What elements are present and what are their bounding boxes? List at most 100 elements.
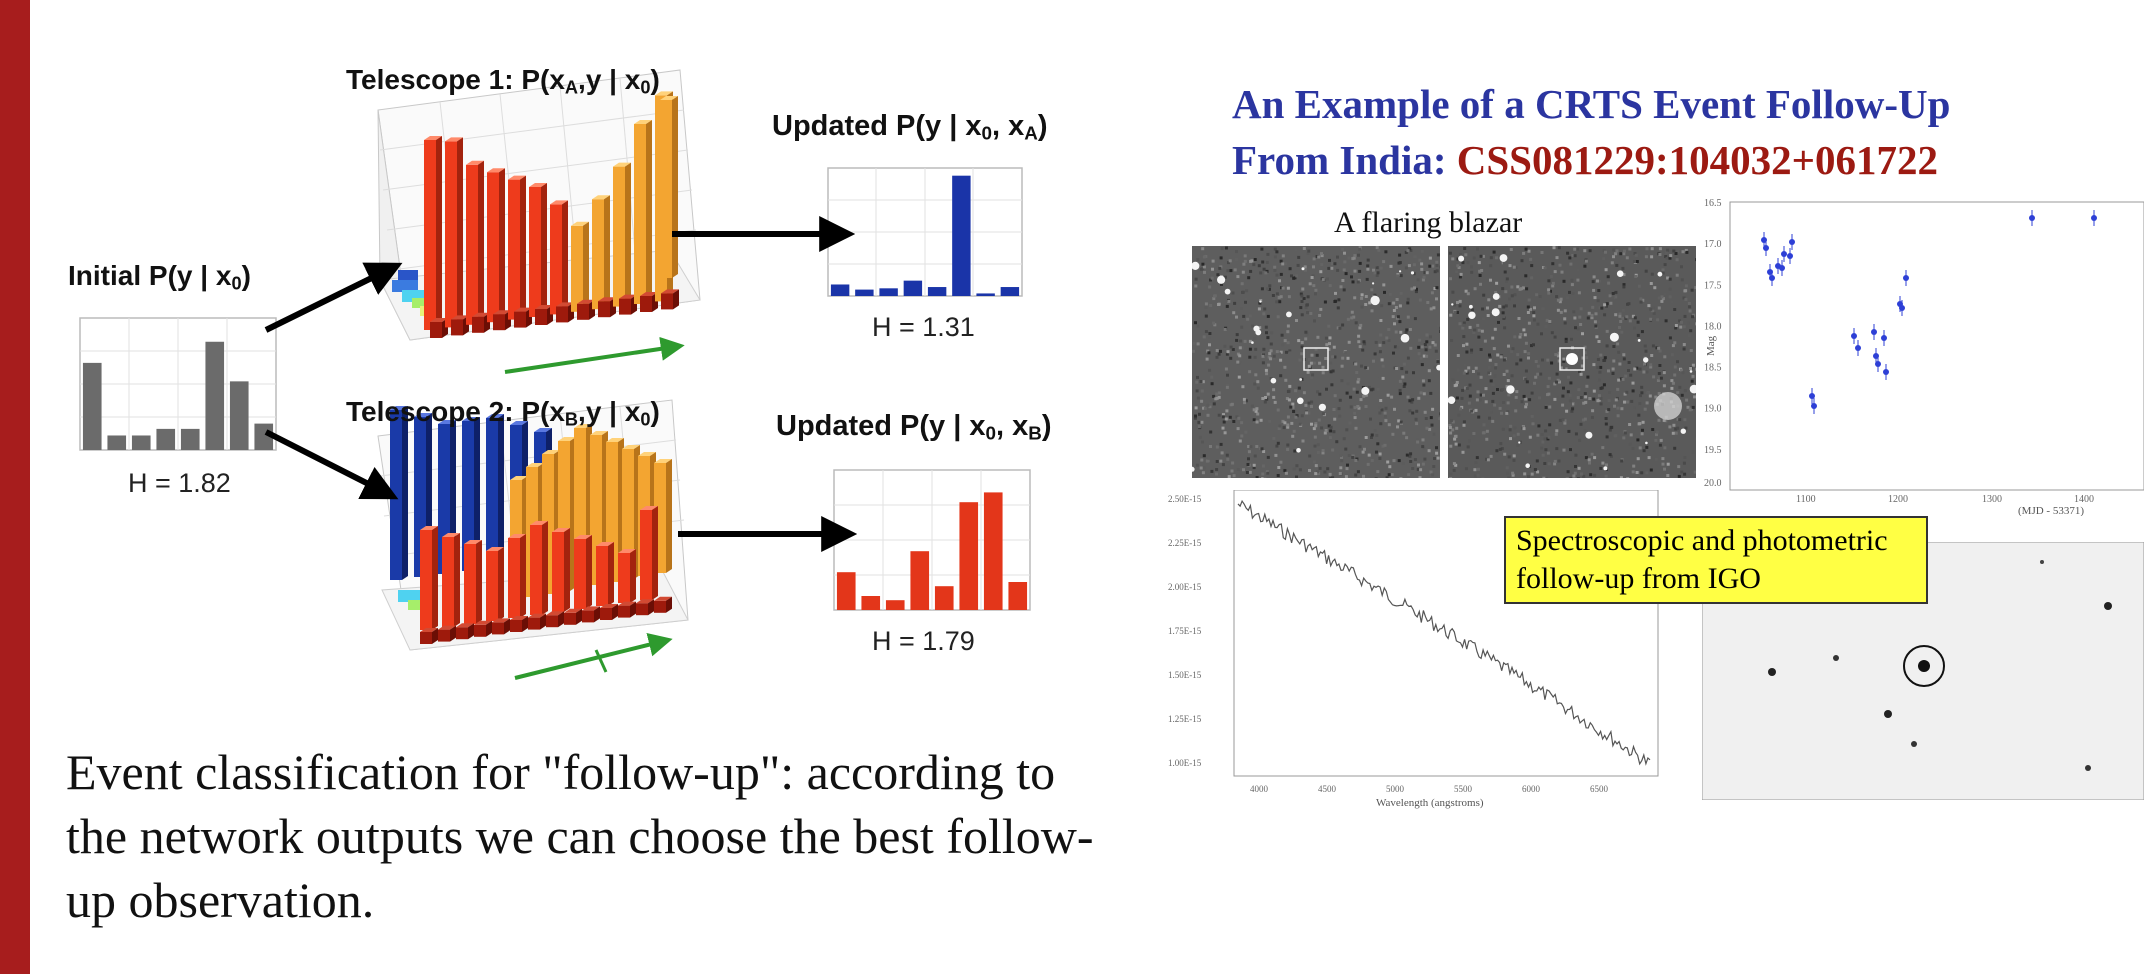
lightcurve-x-tick: 1400: [2074, 494, 2094, 505]
updated-a-bar: [879, 288, 898, 296]
spectrum-y-tick: 1.00E-15: [1168, 758, 1202, 768]
lightcurve-point: [1769, 275, 1775, 281]
lightcurve-point: [1763, 245, 1769, 251]
bar3d: [598, 301, 610, 318]
bar3d: [550, 204, 562, 315]
spectrum-y-tick: 2.00E-15: [1168, 582, 1202, 592]
bar3d: [634, 124, 646, 304]
image-caption: A flaring blazar: [1334, 206, 1523, 239]
bar3d: [530, 525, 542, 615]
bar3d: [577, 303, 589, 320]
igo-follow-up-note: Spectroscopic and photometric follow-up …: [1504, 516, 1928, 604]
lightcurve-point: [1881, 335, 1887, 341]
lightcurve-x-tick: 1100: [1796, 494, 1816, 505]
telescope2-3d-plot: [377, 399, 689, 651]
spectrum-y-tick: 2.50E-15: [1168, 494, 1202, 504]
telescope1-3d-plot: [377, 69, 701, 341]
updated-a-histogram-frame: [827, 167, 1023, 297]
sky-image-after: [1448, 246, 1696, 478]
bar3d: [420, 632, 432, 644]
lightcurve-point: [1789, 239, 1795, 245]
bar3d: [528, 617, 540, 630]
lightcurve-y-tick: 20.0: [1704, 478, 1722, 489]
lightcurve-point: [1871, 329, 1877, 335]
telescope1-axis-arrow: [504, 336, 685, 374]
bar3d: [619, 298, 631, 315]
initial-distribution-label: Initial P(y | x0): [68, 260, 251, 294]
bar3d: [613, 166, 625, 307]
initial-bar: [107, 435, 127, 450]
arrow-initial-to-telescope1: [264, 262, 403, 333]
spectrum-y-tick: 2.25E-15: [1168, 538, 1202, 548]
updated-b-bar: [910, 551, 930, 610]
lightcurve-point: [1809, 393, 1815, 399]
lightcurve-y-tick: 19.0: [1704, 404, 1722, 415]
initial-bar: [180, 428, 200, 450]
bar3d: [464, 544, 476, 624]
bar3d: [640, 510, 652, 600]
bar3d: [430, 322, 442, 338]
updated-a-label: Updated P(y | x0, xA): [772, 110, 1048, 144]
classification-diagram: [79, 69, 1031, 680]
initial-bar: [131, 435, 151, 450]
updated-a-bar: [1000, 287, 1020, 296]
spectrum-x-tick: 5500: [1454, 784, 1473, 794]
bar3d: [445, 141, 457, 328]
lightcurve-y-tick: 16.5: [1704, 198, 1722, 209]
updated-a-bar: [855, 289, 874, 296]
updated-b-bar: [861, 596, 881, 610]
lightcurve-point: [1903, 275, 1909, 281]
lightcurve-y-label: Mag: [1705, 335, 1717, 356]
updated-a-bar: [927, 287, 947, 296]
lightcurve-x-tick: 1200: [1888, 494, 1908, 505]
slide-accent-bar: [0, 0, 30, 974]
bar3d: [508, 538, 520, 618]
bar3d: [582, 610, 594, 623]
updated-a-bar: [976, 293, 995, 296]
initial-bar: [156, 428, 176, 450]
spectrum-x-tick: 4500: [1318, 784, 1337, 794]
bar3d: [424, 140, 436, 330]
lightcurve-y-tick: 19.5: [1704, 445, 1722, 456]
updated-a-bar: [903, 280, 923, 296]
lightcurve-x-label: (MJD - 53371): [2018, 505, 2084, 516]
lightcurve-point: [1883, 369, 1889, 375]
bar3d: [487, 172, 499, 323]
bar3d: [508, 179, 520, 320]
updated-a-entropy: H = 1.31: [872, 312, 975, 342]
bar3d: [451, 319, 463, 336]
bar3d: [486, 418, 498, 568]
spectrum-x-label: Wavelength (angstroms): [1376, 797, 1484, 809]
bar3d: [571, 225, 583, 312]
bar3d: [529, 187, 541, 317]
lightcurve-point: [1855, 345, 1861, 351]
arrow-initial-to-telescope2: [264, 429, 399, 500]
bar3d: [618, 605, 630, 618]
updated-b-bar: [885, 600, 905, 610]
initial-bar: [82, 362, 102, 450]
bar3d: [420, 530, 432, 630]
bar3d: [622, 449, 634, 579]
bar3d: [462, 421, 474, 571]
bar3d: [636, 603, 648, 616]
updated-b-bar: [1008, 582, 1028, 610]
bar3d: [442, 537, 454, 627]
spectrum-y-tick: 1.50E-15: [1168, 670, 1202, 680]
spectrum-y-tick: 1.25E-15: [1168, 714, 1202, 724]
bar3d: [535, 309, 547, 325]
bar3d: [456, 627, 468, 640]
bar3d: [510, 620, 522, 632]
bar3d: [474, 624, 486, 637]
bar3d: [600, 608, 612, 620]
title-line2-prefix: From India:: [1232, 137, 1457, 183]
lightcurve-point: [2091, 215, 2097, 221]
updated-b-label: Updated P(y | x0, xB): [776, 410, 1052, 444]
bar3d: [492, 622, 504, 635]
bar3d: [618, 553, 630, 603]
light-curve-plot: 16.5 17.0 17.5 18.0 18.5 19.0 19.5 20.0 1100 120…: [1704, 198, 2144, 516]
event-id: CSS081229:104032+061722: [1456, 137, 1938, 183]
lightcurve-point: [1811, 403, 1817, 409]
bar3d: [438, 629, 450, 642]
lightcurve-point: [1787, 253, 1793, 259]
spectrum-x-tick: 6500: [1590, 784, 1609, 794]
